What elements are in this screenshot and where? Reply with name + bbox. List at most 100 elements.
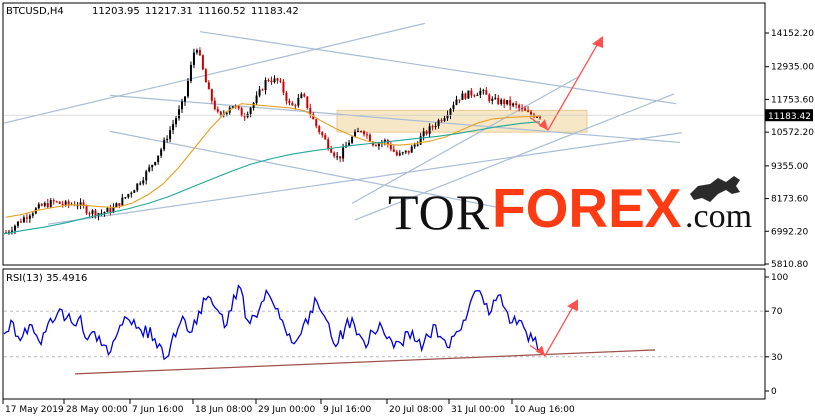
rsi-axis: 100 70 30 0 bbox=[765, 273, 788, 397]
candle-body bbox=[419, 136, 422, 145]
candle-body bbox=[160, 149, 163, 156]
ma-slow-line bbox=[3, 121, 541, 235]
watermark-com: .com bbox=[685, 198, 752, 235]
candle-body bbox=[258, 89, 261, 96]
candle-body bbox=[312, 114, 315, 120]
candle-body bbox=[115, 203, 118, 208]
main-plot: 11183.42 bbox=[3, 22, 813, 235]
candle-body bbox=[395, 151, 398, 156]
candle-body bbox=[494, 97, 497, 99]
candle-body bbox=[428, 126, 431, 134]
candle-body bbox=[285, 92, 288, 101]
current-price-tag bbox=[765, 109, 813, 122]
candle-body bbox=[270, 80, 273, 83]
rsi-tick-label: 0 bbox=[771, 387, 777, 397]
candle-body bbox=[383, 140, 386, 143]
candle-body bbox=[225, 112, 228, 115]
candle-body bbox=[43, 203, 46, 206]
candle-body bbox=[479, 90, 482, 95]
watermark-forex: FOREX bbox=[492, 177, 682, 239]
candle-body bbox=[467, 90, 470, 99]
rsi-plot bbox=[3, 284, 764, 375]
candle-body bbox=[79, 202, 82, 206]
candle-body bbox=[201, 55, 204, 70]
candle-body bbox=[40, 204, 43, 206]
candle-body bbox=[130, 192, 133, 195]
candle-body bbox=[10, 230, 13, 232]
candle-body bbox=[76, 205, 79, 207]
price-axis: 14152.20 12935.00 11753.60 10572.20 9355.00 8… bbox=[765, 29, 814, 270]
candle-body bbox=[133, 190, 136, 193]
candle-body bbox=[16, 221, 19, 226]
candle-body bbox=[422, 131, 425, 137]
candle-body bbox=[85, 206, 88, 214]
candle-body bbox=[261, 89, 264, 91]
rsi-forecast-arrow-up bbox=[567, 299, 578, 312]
time-tick-label: 7 Jun 16:00 bbox=[132, 405, 184, 415]
candle-body bbox=[342, 147, 345, 159]
time-tick-label: 29 Jun 00:00 bbox=[258, 405, 315, 415]
candle-body bbox=[163, 139, 166, 150]
candle-body bbox=[46, 203, 49, 208]
candle-body bbox=[154, 162, 157, 165]
candle-body bbox=[181, 101, 184, 110]
main-chart-frame bbox=[2, 2, 766, 266]
candle-body bbox=[306, 96, 309, 109]
time-tick-label: 28 May 00:00 bbox=[66, 405, 128, 415]
candle-body bbox=[458, 99, 461, 101]
candle-body bbox=[362, 131, 365, 135]
candle-body bbox=[273, 78, 276, 83]
candle-body bbox=[509, 100, 512, 106]
price-tick-label: 10572.20 bbox=[771, 128, 814, 138]
candle-body bbox=[267, 79, 270, 81]
candle-body bbox=[333, 152, 336, 157]
candle-body bbox=[488, 94, 491, 101]
candle-body bbox=[497, 97, 500, 104]
candle-body bbox=[446, 114, 449, 119]
candle-body bbox=[37, 204, 40, 209]
candle-body bbox=[515, 103, 518, 105]
candle-body bbox=[19, 221, 22, 223]
candle-body bbox=[94, 210, 97, 216]
candle-body bbox=[431, 126, 434, 128]
candle-body bbox=[28, 215, 31, 219]
candle-body bbox=[461, 93, 464, 100]
trend-line bbox=[3, 22, 426, 124]
candle-body bbox=[264, 79, 267, 91]
candle-body bbox=[294, 105, 297, 107]
candle-body bbox=[321, 132, 324, 136]
candle-body bbox=[288, 100, 291, 103]
candle-body bbox=[231, 106, 234, 108]
candle-body bbox=[192, 52, 195, 65]
candle-body bbox=[365, 134, 368, 136]
candle-body bbox=[291, 102, 294, 106]
candle-body bbox=[324, 135, 327, 140]
rsi-forecast-arrow-down bbox=[536, 345, 545, 356]
candle-body bbox=[172, 124, 175, 131]
candle-body bbox=[91, 210, 94, 214]
rsi-panel-frame bbox=[2, 268, 766, 400]
candle-body bbox=[112, 207, 115, 213]
torforex-watermark: TOR FOREX .com bbox=[388, 176, 752, 240]
candle-body bbox=[52, 200, 55, 202]
candle-body bbox=[398, 153, 401, 156]
candle-body bbox=[106, 207, 109, 213]
candle-body bbox=[49, 200, 52, 208]
candle-body bbox=[360, 131, 363, 133]
candle-body bbox=[216, 109, 219, 112]
rsi-line bbox=[3, 284, 541, 361]
time-tick-label: 18 Jun 08:00 bbox=[195, 405, 252, 415]
candle-body bbox=[309, 108, 312, 115]
candle-body bbox=[410, 146, 413, 153]
candle-body bbox=[169, 130, 172, 140]
candle-body bbox=[219, 111, 222, 116]
candle-body bbox=[103, 212, 106, 214]
watermark-tor: TOR bbox=[388, 184, 490, 240]
candle-body bbox=[198, 50, 201, 56]
price-tick-label: 9355.00 bbox=[771, 162, 808, 172]
candle-body bbox=[416, 144, 419, 146]
candle-body bbox=[213, 100, 216, 110]
candle-body bbox=[118, 203, 121, 206]
price-tick-label: 6992.20 bbox=[771, 227, 808, 237]
